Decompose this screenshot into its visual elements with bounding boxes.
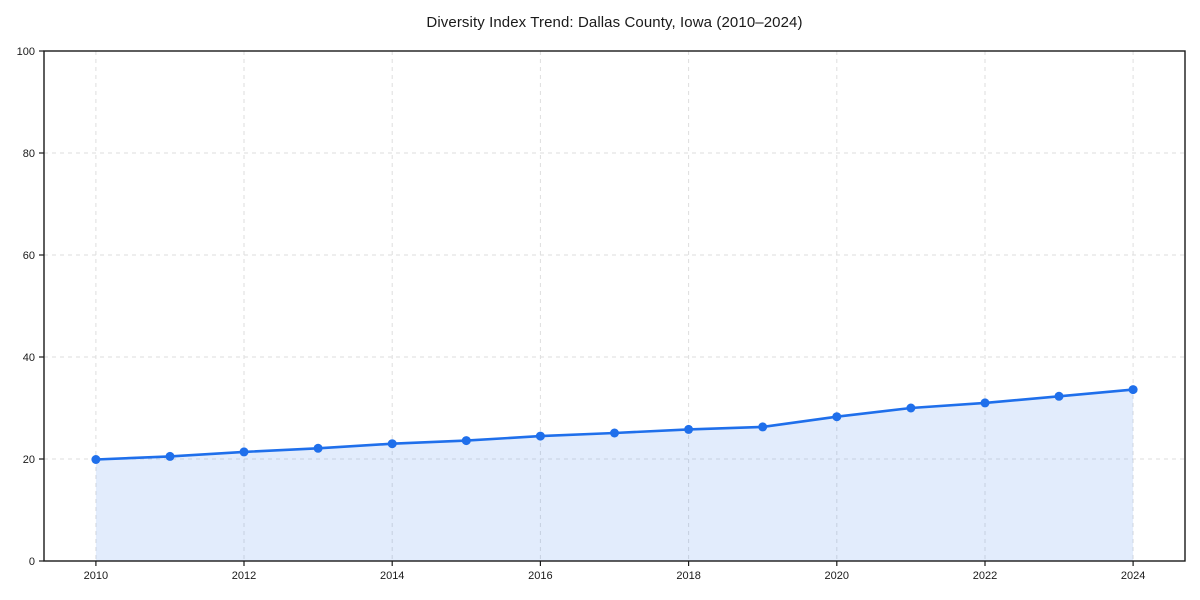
data-point bbox=[461, 436, 471, 446]
y-tick-label: 40 bbox=[23, 352, 35, 364]
data-point bbox=[610, 428, 619, 438]
y-tick-label: 0 bbox=[29, 556, 35, 568]
data-point bbox=[980, 398, 990, 408]
data-point bbox=[313, 443, 323, 453]
y-tick-label: 20 bbox=[23, 454, 35, 466]
data-point bbox=[165, 451, 175, 461]
data-point bbox=[1054, 391, 1064, 401]
y-tick-label: 60 bbox=[23, 250, 35, 262]
x-tick-label: 2012 bbox=[232, 570, 256, 582]
x-tick-label: 2022 bbox=[973, 570, 997, 582]
data-point bbox=[387, 439, 397, 449]
x-tick-label: 2014 bbox=[380, 570, 404, 582]
plot-border bbox=[43, 50, 1186, 562]
data-point bbox=[91, 455, 101, 464]
y-tick-label: 80 bbox=[23, 148, 35, 160]
data-point bbox=[906, 403, 916, 413]
data-point bbox=[758, 422, 768, 432]
data-point bbox=[684, 424, 694, 434]
x-tick-label: 2020 bbox=[825, 570, 849, 582]
area-fill bbox=[95, 389, 1134, 561]
data-point bbox=[832, 412, 842, 422]
data-point bbox=[239, 447, 249, 457]
chart-title: Diversity Index Trend: Dallas County, Io… bbox=[426, 14, 803, 31]
x-tick-label: 2010 bbox=[84, 570, 108, 582]
x-tick-label: 2024 bbox=[1121, 570, 1145, 582]
x-tick-label: 2018 bbox=[676, 570, 700, 582]
data-point bbox=[535, 431, 545, 441]
y-tick-label: 100 bbox=[17, 46, 35, 58]
x-tick-label: 2016 bbox=[528, 570, 552, 582]
data-point bbox=[1128, 385, 1138, 395]
